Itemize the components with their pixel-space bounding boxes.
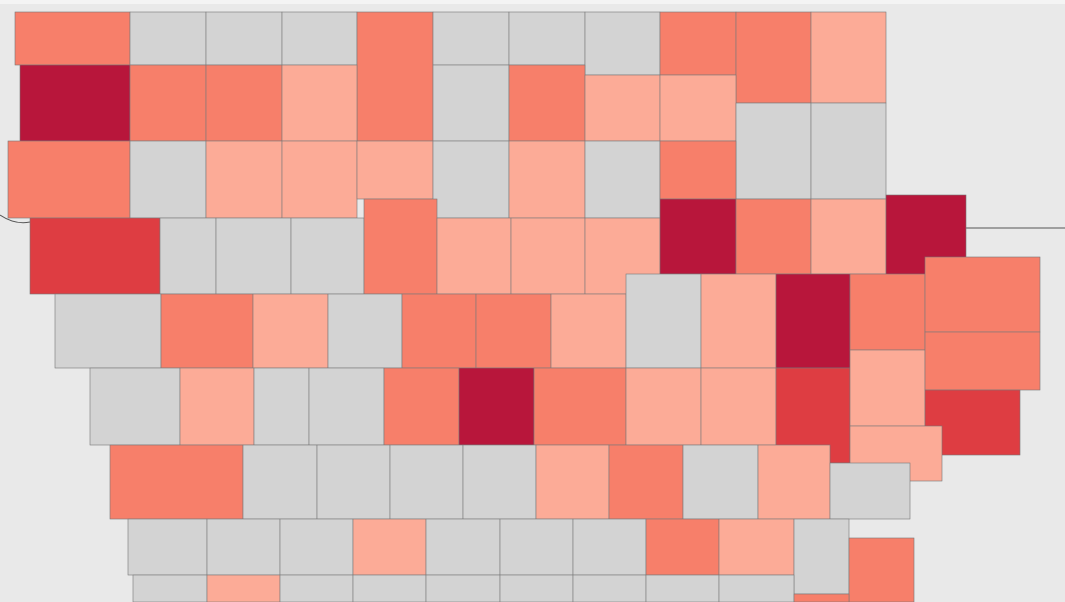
county [735, 198, 812, 275]
county [242, 444, 318, 520]
county [924, 331, 1041, 391]
county [29, 217, 161, 295]
county [735, 11, 812, 104]
county [308, 367, 385, 446]
county [281, 11, 358, 66]
county [508, 11, 586, 66]
county [54, 293, 162, 369]
county [735, 102, 812, 200]
county [700, 367, 777, 446]
county [508, 64, 586, 142]
county [848, 537, 915, 602]
county [279, 518, 354, 576]
county [718, 518, 795, 576]
county [645, 518, 720, 576]
county [775, 273, 851, 369]
county [645, 574, 720, 602]
county [352, 518, 427, 576]
county [793, 518, 850, 595]
county [389, 444, 464, 520]
county [659, 140, 737, 200]
county [352, 574, 427, 602]
county [159, 217, 217, 295]
county [572, 574, 647, 602]
county [436, 217, 512, 295]
county [179, 367, 255, 446]
county [829, 462, 911, 520]
county [363, 198, 438, 295]
county [572, 518, 647, 576]
county [718, 574, 795, 602]
county [625, 367, 702, 446]
county [659, 74, 737, 142]
county [584, 74, 661, 142]
county [401, 293, 477, 369]
county [356, 140, 434, 200]
county [584, 11, 661, 76]
county [810, 198, 887, 275]
county [924, 256, 1041, 333]
county [89, 367, 181, 446]
county [682, 444, 759, 520]
county [499, 518, 574, 576]
county [109, 444, 244, 520]
counties [7, 11, 1041, 602]
county [432, 11, 510, 66]
county [659, 11, 737, 76]
county [535, 444, 610, 520]
county [849, 349, 926, 427]
county [19, 64, 131, 142]
county [608, 444, 684, 520]
county [458, 367, 535, 446]
county [432, 140, 510, 219]
county [793, 593, 850, 602]
county [425, 518, 501, 576]
county [316, 444, 391, 520]
county [508, 140, 586, 219]
county [205, 64, 283, 142]
county [584, 140, 661, 219]
county [510, 217, 586, 295]
county [499, 574, 574, 602]
county [475, 293, 552, 369]
county [625, 273, 702, 369]
county [129, 11, 207, 66]
county [659, 198, 737, 275]
county [252, 293, 329, 369]
county [279, 574, 354, 602]
county [206, 518, 281, 576]
county [810, 11, 887, 104]
county [550, 293, 627, 369]
county [129, 140, 207, 219]
county [281, 64, 358, 142]
county [127, 518, 208, 576]
county [14, 11, 131, 66]
county [849, 273, 926, 351]
county [327, 293, 403, 369]
county [290, 217, 365, 295]
county [462, 444, 537, 520]
county [205, 11, 283, 66]
county [132, 574, 208, 602]
county [432, 64, 510, 142]
county [205, 140, 283, 219]
county [757, 444, 831, 520]
county [281, 140, 358, 219]
county [7, 140, 131, 219]
county [383, 367, 460, 446]
county [206, 574, 281, 602]
county [425, 574, 501, 602]
county [253, 367, 310, 446]
county [129, 64, 207, 142]
county [356, 11, 434, 142]
county [533, 367, 627, 446]
county [160, 293, 254, 369]
county [810, 102, 887, 200]
county [700, 273, 777, 369]
county [215, 217, 292, 295]
map-edge [0, 0, 1065, 4]
state-border [0, 214, 31, 224]
